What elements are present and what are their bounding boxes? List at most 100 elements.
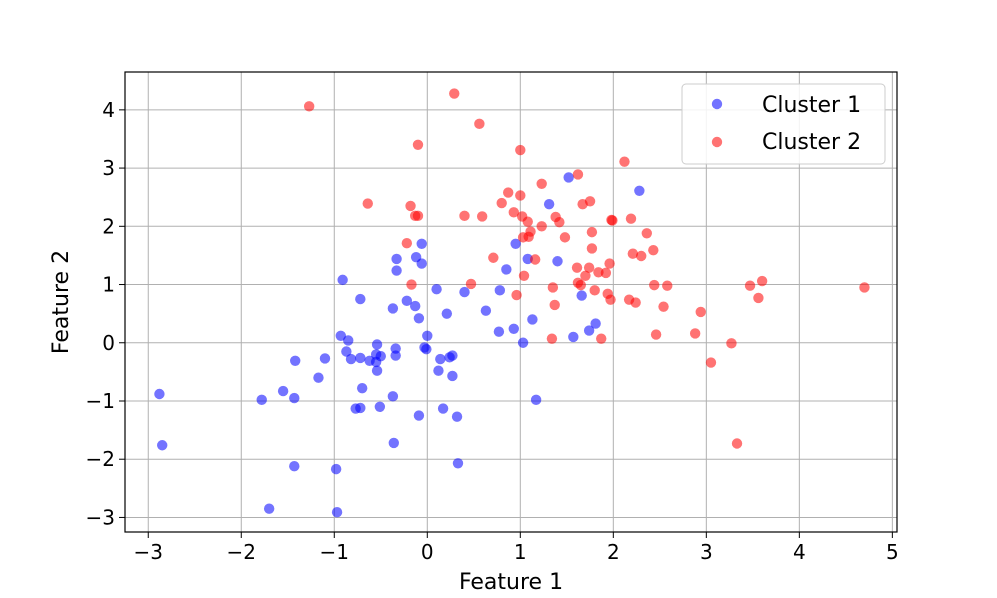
- cluster-1-point: [421, 343, 432, 355]
- cluster-2-point: [515, 144, 526, 156]
- cluster-1-point: [590, 318, 601, 329]
- cluster-1-point: [447, 370, 458, 382]
- y-tick-label: −2: [86, 447, 115, 471]
- cluster-1-point: [345, 353, 357, 365]
- y-tick-label: −3: [86, 505, 115, 529]
- cluster-2-point: [529, 254, 541, 265]
- cluster-1-point: [391, 253, 402, 265]
- legend-box: [681, 83, 886, 165]
- cluster-1-point: [451, 411, 463, 422]
- cluster-2-point: [546, 333, 558, 344]
- cluster-2-point: [476, 211, 488, 222]
- y-tick-label: 2: [102, 214, 115, 238]
- cluster-2-point: [406, 279, 417, 290]
- cluster-1-point: [319, 353, 331, 364]
- x-tick-label: 2: [607, 540, 620, 564]
- cluster-1-point: [356, 382, 368, 394]
- cluster-2-point: [753, 292, 764, 304]
- cluster-1-point: [416, 258, 427, 269]
- x-tick-label: −2: [227, 540, 256, 564]
- cluster-1-point: [508, 323, 519, 334]
- cluster-2-point: [584, 196, 596, 207]
- cluster-1-point: [154, 388, 165, 400]
- cluster-1-point: [510, 238, 521, 249]
- cluster-1-point: [543, 198, 555, 210]
- cluster-2-point: [689, 328, 701, 339]
- cluster-2-point: [496, 197, 507, 209]
- cluster-1-point: [290, 355, 301, 367]
- cluster-1-point: [493, 326, 505, 337]
- cluster-1-point: [388, 437, 400, 449]
- legend-label-cluster-1: Cluster 1: [762, 93, 861, 118]
- cluster-2-point: [536, 178, 547, 189]
- cluster-2-point: [586, 243, 598, 254]
- cluster-2-point: [625, 213, 637, 224]
- cluster-2-point: [405, 200, 416, 212]
- cluster-2-point: [547, 282, 559, 293]
- cluster-2-point: [756, 275, 768, 287]
- cluster-1-point: [401, 295, 413, 307]
- cluster-1-point: [530, 394, 542, 406]
- cluster-2-point: [412, 139, 424, 150]
- cluster-1-point: [552, 256, 563, 267]
- plot-frame: [124, 71, 898, 533]
- cluster-1-point: [371, 365, 383, 376]
- cluster-2-point: [650, 329, 662, 340]
- cluster-1-point: [576, 290, 587, 301]
- cluster-2-point: [589, 285, 600, 296]
- cluster-2-point: [522, 216, 533, 227]
- axis-ticks: −3 −2 −1 0 1 2 3 4 5 −3 −2 −1 0 1 2 3 4: [86, 98, 899, 564]
- cluster-2-point: [583, 262, 595, 273]
- cluster-1-point: [634, 185, 645, 196]
- legend: Cluster 1 Cluster 2: [681, 83, 886, 165]
- cluster-2-point: [607, 215, 618, 226]
- cluster-1-point: [355, 352, 366, 364]
- cluster-2-point: [474, 118, 485, 130]
- cluster-1-point: [375, 350, 386, 362]
- cluster-2-point: [572, 169, 584, 180]
- cluster-2-point: [449, 88, 460, 99]
- cluster-1-point: [337, 274, 348, 286]
- x-axis-label: Feature 1: [459, 570, 563, 595]
- cluster-2-point: [630, 297, 641, 308]
- cluster-1-point: [256, 394, 267, 406]
- cluster-1-point: [371, 339, 383, 350]
- cluster-1-point: [289, 461, 300, 472]
- cluster-1-point: [494, 285, 506, 296]
- cluster-1-point: [441, 308, 453, 319]
- cluster-2-point: [571, 262, 583, 273]
- data-points: [154, 88, 870, 518]
- y-tick-label: 4: [102, 98, 115, 122]
- cluster-2-point: [518, 270, 530, 281]
- cluster-1-point: [563, 172, 574, 183]
- cluster-2-point: [515, 190, 526, 201]
- cluster-2-point: [705, 357, 717, 368]
- cluster-1-point: [501, 264, 512, 275]
- legend-marker-cluster-2: [711, 136, 723, 148]
- cluster-1-point: [387, 391, 399, 402]
- y-tick-label: −1: [86, 389, 115, 413]
- cluster-2-point: [303, 101, 315, 112]
- legend-marker-cluster-1: [711, 98, 723, 110]
- cluster-2-point: [412, 210, 424, 222]
- cluster-1-point: [313, 372, 324, 383]
- cluster-1-point: [355, 293, 366, 305]
- cluster-2-point: [649, 279, 660, 291]
- cluster-1-point: [391, 265, 402, 276]
- cluster-1-point: [568, 331, 579, 343]
- cluster-1-point: [335, 330, 346, 341]
- cluster-2-point: [636, 250, 647, 262]
- y-tick-label: 1: [102, 273, 115, 297]
- cluster-2-point: [859, 282, 870, 293]
- cluster-2-point: [586, 226, 598, 238]
- cluster-2-point: [488, 252, 499, 263]
- cluster-2-point: [465, 278, 477, 290]
- cluster-2-point: [575, 279, 586, 291]
- cluster-1-point: [583, 325, 595, 336]
- cluster-2-point: [726, 338, 737, 349]
- cluster-1-point: [341, 346, 352, 357]
- x-tick-label: 5: [886, 540, 899, 564]
- x-tick-label: 4: [793, 540, 806, 564]
- cluster-1-point: [343, 335, 354, 346]
